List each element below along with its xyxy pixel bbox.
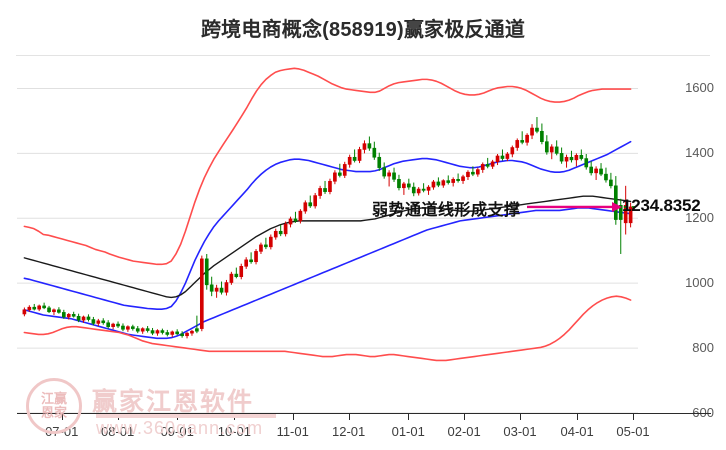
x-axis-tick-mark (408, 413, 410, 420)
chart-plot-area (17, 56, 638, 413)
x-axis-tick-label: 08-01 (100, 424, 135, 439)
x-axis-tick-label: 12-01 (331, 424, 366, 439)
x-axis-tick-mark (520, 413, 521, 420)
x-axis-tick-mark (577, 413, 579, 420)
chart-title-bar: 跨境电商概念(858919)赢家极反通道 (0, 0, 726, 54)
watermark-underline (96, 414, 276, 418)
last-price-label: 1234.8352 (622, 195, 701, 215)
x-axis-tick-mark (61, 413, 63, 420)
x-axis-line (17, 413, 711, 414)
chart-canvas (17, 67, 638, 413)
y-axis-tick-label: 800 (692, 340, 714, 356)
x-axis-tick-label: 05-01 (616, 424, 650, 439)
y-axis-tick-label: 1600 (685, 80, 714, 96)
x-axis-tick-label: 03-01 (503, 424, 537, 439)
x-axis-tick-label: 07-01 (45, 424, 79, 439)
x-axis-tick-label: 10-01 (217, 424, 251, 439)
x-axis-tick-mark (292, 413, 294, 420)
support-annotation-label: 弱势通道线形成支撑 (372, 201, 521, 219)
x-axis-tick-label: 09-01 (160, 424, 194, 439)
x-axis-tick-label: 01-01 (391, 424, 425, 439)
x-axis-tick-label: 04-01 (560, 424, 594, 439)
x-axis-tick-mark (234, 413, 236, 420)
x-axis-tick-mark (117, 413, 119, 420)
x-axis-tick-label: 02-01 (447, 424, 481, 439)
title-divider (16, 55, 710, 56)
x-axis-tick-mark (348, 413, 350, 420)
y-axis-tick-label: 1000 (685, 275, 714, 291)
x-axis-tick-mark (633, 413, 635, 420)
y-axis-tick-label: 600 (692, 405, 714, 420)
x-axis-tick-mark (464, 413, 466, 420)
x-axis-tick-label: 11-01 (276, 424, 309, 439)
page-title: 跨境电商概念(858919)赢家极反通道 (200, 18, 526, 41)
y-axis-tick-label: 1200 (685, 210, 714, 226)
y-axis-tick-label: 1400 (685, 145, 714, 161)
x-axis-tick-mark (177, 413, 179, 420)
